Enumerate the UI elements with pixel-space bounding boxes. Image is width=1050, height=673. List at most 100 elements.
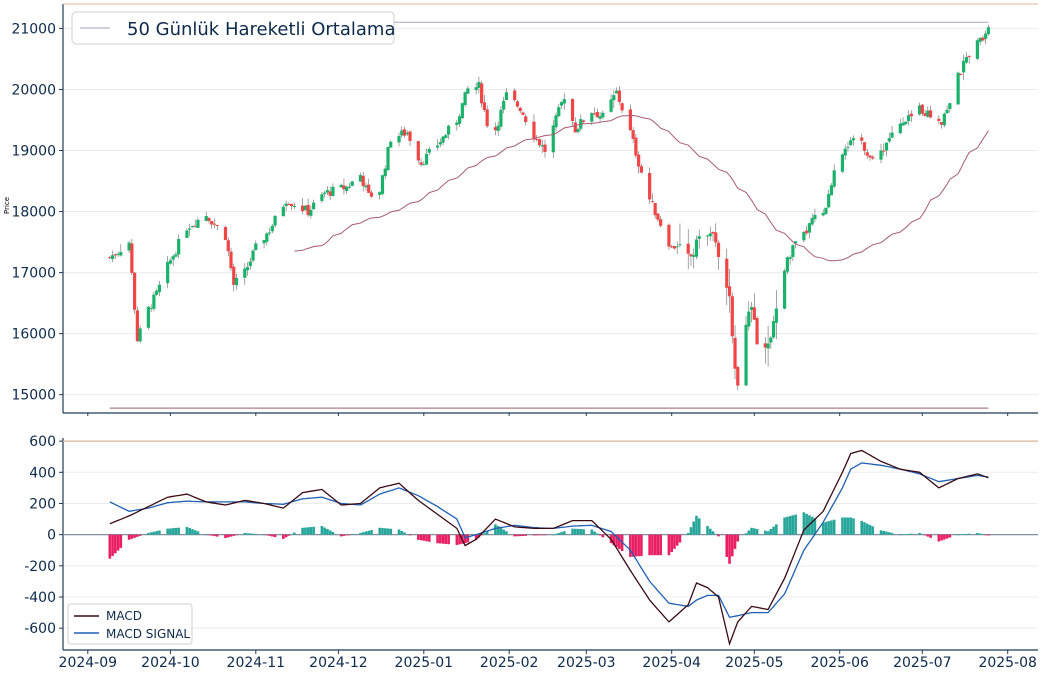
candle-down [637, 154, 641, 167]
histogram-bar-negative [342, 534, 346, 536]
histogram-bar-positive [155, 531, 158, 535]
histogram-bar-positive [907, 533, 910, 535]
histogram-bar-positive [177, 527, 180, 535]
candle-up [849, 140, 853, 146]
candle-up [609, 99, 613, 112]
histogram-bar-positive [910, 533, 913, 535]
price-legend: 50 Günlük Hareketli Ortalama [71, 11, 395, 45]
candle-up [744, 324, 748, 386]
candle-down [689, 254, 693, 257]
candle-down [215, 225, 219, 227]
macd-panel: -600 -400 -200 0 200 400 600 MACD MACD SIGNAL [24, 434, 1038, 651]
histogram-bar-negative [436, 534, 439, 544]
price-legend-label: 50 Günlük Hareketli Ortalama [127, 19, 395, 40]
candle-down [482, 102, 486, 111]
macd-y-tick-label: 400 [29, 465, 56, 481]
histogram-bar-positive [802, 512, 806, 535]
histogram-bar-positive [185, 526, 189, 535]
histogram-bar-positive [576, 528, 580, 535]
histogram-bar-positive [246, 533, 249, 535]
histogram-bar-positive [562, 531, 566, 535]
candle-down [570, 99, 575, 122]
histogram-bar-negative [937, 534, 941, 542]
histogram-bar-negative [282, 534, 285, 539]
candle-up [496, 125, 500, 131]
candle-up [675, 246, 679, 248]
candle-down [920, 104, 924, 114]
candle-up [380, 175, 385, 194]
candle-up [783, 270, 787, 309]
histogram-bar-positive [174, 527, 178, 535]
candle-down [592, 113, 597, 115]
candle-up [576, 128, 580, 133]
candle-up [747, 311, 751, 327]
candle-down [940, 122, 944, 125]
histogram-bar-positive [306, 527, 310, 535]
candle-up [262, 240, 266, 244]
histogram-bar-negative [480, 534, 483, 536]
candle-up [168, 260, 173, 264]
histogram-bar-negative [618, 534, 621, 550]
histogram-bar-negative [265, 534, 269, 536]
histogram-bar-positive [794, 514, 797, 535]
histogram-bar-negative [213, 534, 216, 537]
candle-up [884, 142, 889, 151]
candle-down [763, 343, 767, 348]
histogram-bar-positive [764, 530, 767, 535]
histogram-bar-negative [651, 534, 654, 556]
histogram-bar-positive [755, 528, 759, 535]
histogram-bar-positive [323, 527, 326, 535]
histogram-bar-positive [901, 534, 905, 536]
histogram-bar-negative [945, 534, 949, 539]
histogram-bar-negative [518, 534, 522, 537]
histogram-bar-negative [425, 534, 428, 542]
histogram-bar-positive [494, 524, 497, 535]
candle-down [361, 175, 365, 187]
candle-up [906, 115, 911, 122]
candle-down [524, 116, 528, 123]
candle-down [862, 142, 867, 151]
histogram-bar-negative [111, 534, 114, 556]
candle-up [281, 206, 285, 217]
price-y-tick-label: 20000 [11, 82, 56, 98]
histogram-bar-positive [331, 531, 335, 535]
histogram-bar-negative [601, 534, 605, 538]
candle-up [204, 216, 208, 221]
candle-down [805, 230, 809, 234]
macd-signal-line [109, 462, 989, 619]
histogram-bar-positive [706, 526, 709, 535]
candle-down [518, 107, 522, 112]
histogram-bar-negative [717, 534, 720, 537]
price-y-tick-label: 15000 [11, 388, 56, 404]
macd-y-tick-label: -400 [24, 590, 56, 606]
candle-down [419, 162, 423, 165]
candle-up [766, 343, 770, 349]
candle-down [725, 258, 729, 288]
candle-down [711, 232, 715, 234]
histogram-bar-positive [326, 529, 329, 535]
candle-up [171, 256, 175, 260]
macd-legend-label: MACD SIGNAL [106, 627, 190, 641]
candle-down [909, 113, 913, 117]
candle-down [543, 144, 547, 152]
candle-down [513, 90, 517, 101]
candle-down [868, 155, 872, 158]
histogram-bar-positive [502, 529, 505, 535]
candle-up [190, 225, 195, 228]
moving-average-line [294, 114, 989, 262]
candle-up [364, 185, 368, 188]
candle-down [108, 257, 112, 259]
candle-down [290, 203, 294, 207]
candle-up [788, 257, 792, 260]
histogram-bar-negative [513, 534, 516, 537]
histogram-bar-positive [783, 517, 786, 535]
candle-up [774, 308, 778, 323]
histogram-bar-positive [251, 533, 255, 535]
histogram-bar-positive [882, 530, 886, 535]
histogram-bar-positive [766, 531, 770, 535]
candle-up [904, 121, 908, 125]
candle-down [133, 272, 137, 310]
histogram-bar-negative [598, 534, 602, 536]
histogram-bar-negative [725, 534, 729, 557]
histogram-bar-positive [830, 520, 833, 535]
